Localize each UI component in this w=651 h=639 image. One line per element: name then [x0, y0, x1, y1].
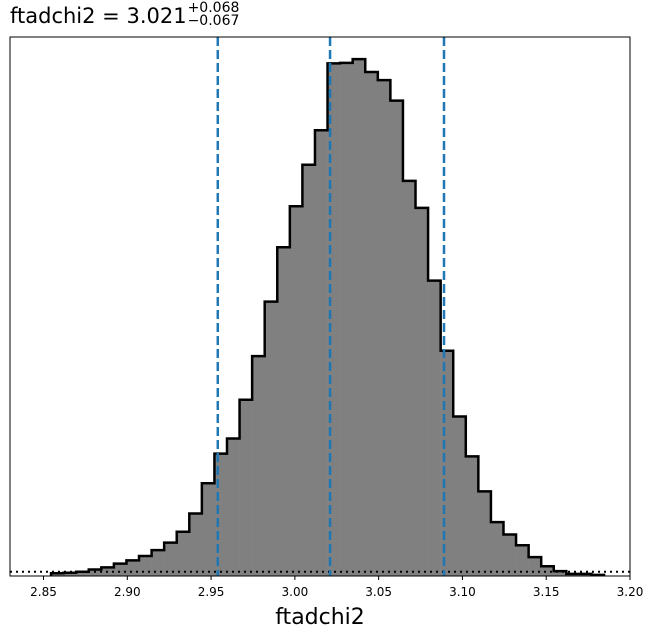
histogram-bar	[176, 531, 190, 576]
chart-title-minus-error: −0.067	[187, 13, 240, 29]
histogram-bar	[164, 542, 178, 576]
x-tick-label: 3.20	[617, 585, 644, 599]
histogram-bar	[88, 569, 102, 576]
x-axis-ticks: 2.85 2.90 2.95 3.00 3.05 3.10 3.15 3.20	[30, 576, 643, 599]
chart-title-main: ftadchi2 = 3.021	[10, 4, 187, 28]
histogram-bar	[415, 207, 429, 576]
histogram-fill	[51, 59, 605, 577]
histogram-bar	[189, 513, 203, 576]
x-tick-label: 2.90	[114, 585, 141, 599]
axes-frame	[9, 36, 631, 577]
histogram-bar	[239, 399, 253, 576]
histogram-bar	[126, 560, 140, 576]
x-tick-label: 3.05	[365, 585, 392, 599]
histogram-bar	[516, 545, 529, 576]
histogram-bar	[139, 556, 152, 576]
histogram-bar	[390, 100, 404, 577]
histogram-bar	[352, 59, 366, 576]
histogram-bar	[201, 483, 215, 576]
quantile-lines	[216, 37, 446, 576]
histogram-bar	[289, 206, 303, 576]
histogram-bar	[428, 280, 441, 576]
histogram-step-outline	[49, 57, 606, 577]
x-tick-label: 3.00	[282, 585, 309, 599]
histogram-bar	[51, 573, 64, 576]
chart-title-plus-error: +0.068	[187, 0, 240, 16]
histogram-bar	[113, 563, 127, 576]
x-tick-label: 3.15	[533, 585, 560, 599]
histogram-bar	[227, 438, 240, 576]
histogram-bar	[214, 453, 228, 576]
histogram-bar	[541, 566, 555, 576]
histogram-bar	[365, 72, 379, 576]
histogram-bar	[490, 522, 504, 576]
histogram-bar	[277, 247, 291, 576]
histogram-bar	[314, 130, 328, 576]
histogram-bar	[252, 356, 266, 576]
histogram-bar	[63, 572, 77, 576]
histogram-bar	[76, 571, 90, 576]
x-tick-label: 3.10	[449, 585, 476, 599]
histogram-bar	[302, 164, 316, 577]
histogram-bar	[264, 301, 278, 576]
x-axis-label: ftadchi2	[275, 605, 365, 630]
histogram-bar	[377, 80, 391, 577]
histogram-outline	[49, 57, 606, 577]
x-tick-label: 2.95	[198, 585, 225, 599]
histogram-bar	[402, 180, 416, 576]
histogram-bar	[151, 550, 165, 576]
histogram-bar	[503, 534, 517, 576]
histogram-bar	[440, 350, 454, 576]
histogram-bar	[528, 557, 542, 576]
histogram-bar	[553, 571, 567, 576]
histogram-bar	[453, 416, 467, 576]
histogram-bar	[465, 456, 479, 576]
histogram-bar	[340, 62, 353, 576]
histogram-bar	[478, 491, 492, 576]
x-tick-label: 2.85	[30, 585, 57, 599]
